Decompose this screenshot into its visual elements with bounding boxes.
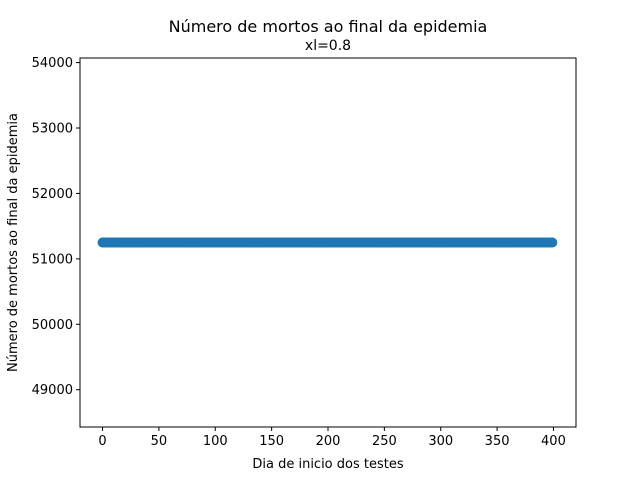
- x-tick-label: 200: [316, 434, 341, 449]
- y-tick-label: 53000: [32, 122, 73, 137]
- plot-area-frame: [79, 57, 577, 428]
- chart-subtitle: xl=0.8: [305, 38, 351, 54]
- x-tick-label: 400: [541, 434, 566, 449]
- x-tick-label: 100: [203, 434, 228, 449]
- data-point: [547, 237, 558, 248]
- y-axis-label: Número de mortos ao final da epidemia: [6, 113, 21, 372]
- y-tick-label: 51000: [32, 252, 73, 267]
- x-tick-label: 300: [428, 434, 453, 449]
- data-points: [97, 237, 558, 248]
- x-tick-label: 0: [98, 434, 106, 449]
- x-tick-label: 250: [372, 434, 397, 449]
- x-tick-label: 350: [485, 434, 510, 449]
- x-axis-label: Dia de inicio dos testes: [252, 457, 403, 472]
- chart-title: Número de mortos ao final da epidemia: [169, 17, 488, 36]
- x-tick-label: 50: [151, 434, 168, 449]
- y-tick-label: 54000: [32, 56, 73, 71]
- y-axis-ticks: 49000 50000 51000 52000 53000 54000: [32, 56, 80, 398]
- y-tick-label: 49000: [32, 383, 73, 398]
- x-axis-ticks: 0 50 100 150 200 250 300 350 400: [98, 427, 566, 449]
- y-tick-label: 50000: [32, 318, 73, 333]
- y-tick-label: 52000: [32, 187, 73, 202]
- x-tick-label: 150: [259, 434, 284, 449]
